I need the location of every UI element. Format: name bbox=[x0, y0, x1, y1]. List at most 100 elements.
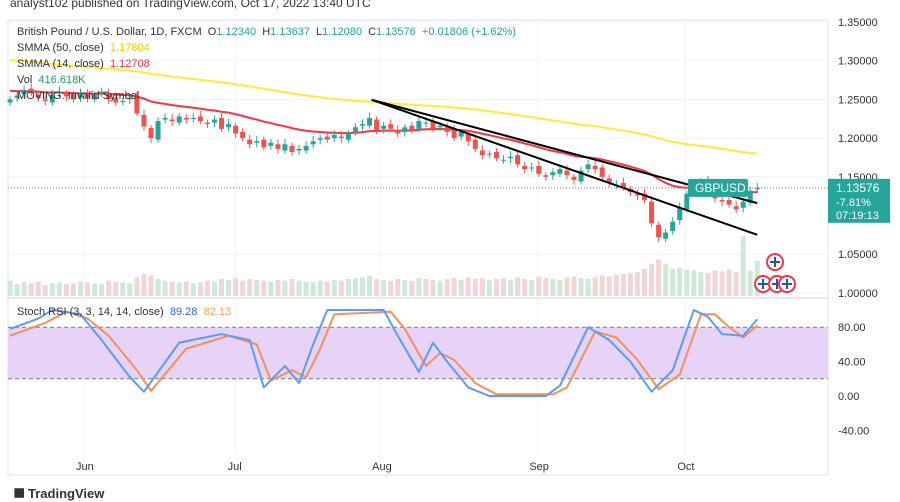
volume-bar bbox=[282, 280, 288, 296]
volume-bar bbox=[472, 279, 478, 296]
volume-bar bbox=[388, 280, 394, 296]
candle-body bbox=[451, 130, 457, 139]
candle-body bbox=[367, 117, 373, 126]
smma50-value: 1.17804 bbox=[109, 42, 150, 54]
close-label: C bbox=[368, 26, 377, 38]
volume-bar bbox=[677, 267, 683, 296]
candle-body bbox=[409, 125, 415, 131]
volume-bar bbox=[338, 280, 344, 296]
candle-body bbox=[663, 232, 669, 239]
volume-bar bbox=[148, 275, 154, 296]
volume-bar bbox=[296, 280, 302, 296]
volume-bar bbox=[712, 270, 718, 296]
candle-body bbox=[226, 124, 232, 128]
candle-body bbox=[282, 144, 288, 151]
volume-bar bbox=[465, 277, 471, 296]
smma14-value: 1.12708 bbox=[109, 58, 150, 70]
moving-legend[interactable]: MOVING: Invalid Symbol bbox=[17, 90, 140, 102]
tradingview-logo[interactable]: ⯀ TradingView bbox=[14, 486, 104, 502]
candle-body bbox=[21, 90, 27, 94]
candle-body bbox=[486, 153, 492, 155]
candle-body bbox=[219, 117, 224, 129]
volume-bar bbox=[451, 278, 457, 296]
volume-bar bbox=[162, 280, 168, 296]
volume-bar bbox=[219, 279, 224, 296]
price-tick-label: 1.30000 bbox=[838, 56, 878, 68]
volume-bar bbox=[493, 279, 499, 296]
volume-bar bbox=[719, 271, 725, 296]
volume-legend[interactable]: Vol 416.618K bbox=[17, 74, 86, 86]
volume-bar bbox=[691, 270, 697, 296]
volume-bar bbox=[381, 279, 387, 296]
low-value: 1.12080 bbox=[322, 26, 362, 38]
candle-body bbox=[49, 94, 55, 103]
volume-bar bbox=[606, 276, 612, 296]
candle-body bbox=[402, 127, 408, 132]
volume-bar bbox=[578, 278, 584, 296]
price-box bbox=[828, 178, 890, 223]
candle-body bbox=[557, 169, 563, 174]
candle-body bbox=[331, 135, 337, 139]
candle-body bbox=[479, 150, 485, 156]
candle-body bbox=[148, 128, 154, 139]
candle-body bbox=[677, 207, 683, 221]
volume-bar bbox=[620, 273, 626, 296]
candle-body bbox=[564, 170, 570, 176]
low-label: L bbox=[316, 26, 323, 38]
candle-body bbox=[162, 117, 168, 120]
smma50-legend[interactable]: SMMA (50, close) 1.17804 bbox=[17, 42, 150, 54]
volume-bar bbox=[374, 279, 380, 296]
candle-body bbox=[726, 200, 732, 205]
candle-body bbox=[522, 165, 528, 170]
volume-bar bbox=[444, 279, 450, 296]
candle-body bbox=[303, 145, 309, 151]
vol-label: Vol bbox=[17, 74, 33, 86]
candle-body bbox=[324, 136, 330, 140]
candle-body bbox=[501, 159, 506, 161]
chart-frame bbox=[7, 19, 829, 476]
candle-body bbox=[345, 133, 351, 140]
volume-bar bbox=[261, 280, 267, 296]
candle-body bbox=[317, 138, 323, 140]
volume-bar bbox=[508, 279, 514, 296]
volume-bar bbox=[705, 273, 711, 296]
candle-body bbox=[289, 145, 295, 153]
candle-body bbox=[515, 155, 521, 165]
brand-name: TradingView bbox=[28, 486, 105, 501]
volume-bar bbox=[190, 283, 196, 296]
candle-body bbox=[423, 122, 429, 124]
volume-bar bbox=[226, 279, 232, 296]
volume-bar bbox=[564, 277, 570, 296]
stoch-rsi-legend[interactable]: Stoch RSI (3, 3, 14, 14, close) 89.28 82… bbox=[17, 306, 231, 318]
candle-body bbox=[169, 119, 175, 122]
volume-bar bbox=[592, 277, 598, 296]
logo-icon: ⯀ bbox=[14, 486, 29, 501]
candle-body bbox=[190, 117, 196, 119]
candle-body bbox=[620, 182, 626, 188]
candle-body bbox=[395, 130, 401, 134]
candle-body bbox=[733, 206, 739, 210]
candle-body bbox=[416, 121, 422, 129]
volume-bar bbox=[522, 279, 528, 296]
price-tick-label: 1.20000 bbox=[838, 133, 878, 145]
volume-bar bbox=[479, 278, 485, 296]
candle-body bbox=[14, 95, 20, 98]
price-tick-label: 1.00000 bbox=[838, 288, 878, 300]
volume-bar bbox=[254, 279, 260, 296]
volume-bar bbox=[536, 276, 542, 296]
volume-bar bbox=[35, 281, 41, 296]
smma14-legend[interactable]: SMMA (14, close) 1.12708 bbox=[17, 58, 150, 70]
volume-bar bbox=[275, 279, 281, 296]
candle-body bbox=[747, 190, 753, 204]
volume-bar bbox=[613, 274, 619, 296]
volume-bar bbox=[416, 278, 422, 296]
open-label: O bbox=[207, 26, 217, 38]
change-value: +0.01806 (+1.62%) bbox=[421, 26, 517, 38]
volume-bar bbox=[670, 268, 676, 296]
candle-body bbox=[352, 127, 358, 132]
volume-bar bbox=[437, 280, 443, 296]
flag-cross-icon bbox=[758, 279, 768, 289]
volume-bar bbox=[599, 275, 605, 296]
volume-bar bbox=[28, 283, 34, 296]
